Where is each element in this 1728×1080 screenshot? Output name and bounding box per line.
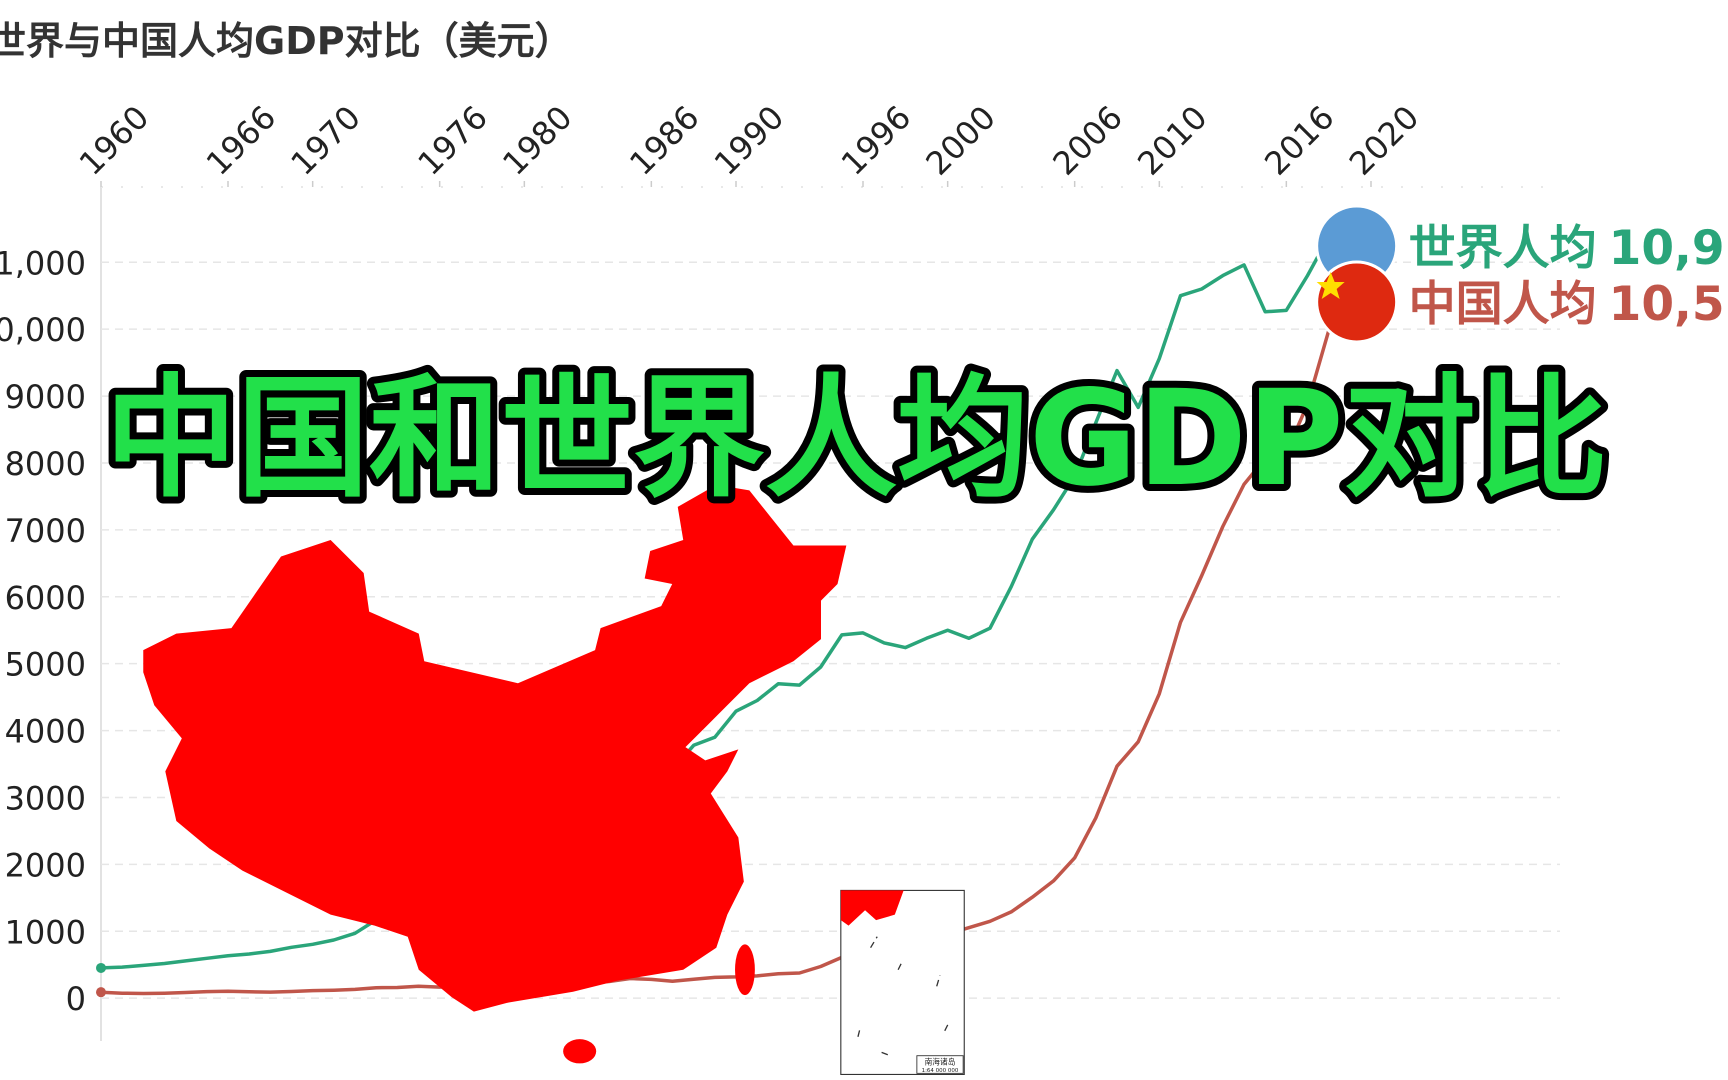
inset-scale: 1:64 000 000	[922, 1068, 959, 1074]
map-inset	[840, 889, 965, 1076]
china-map: 南海诸岛 1:64 000 000	[143, 484, 965, 1076]
legend-name: 世界人均	[1409, 221, 1597, 276]
map-inset-lines	[856, 936, 949, 1057]
y-tick-label: 7000	[5, 512, 86, 550]
start-dot	[96, 962, 106, 973]
overlay-title: 中国和世界人均GDP对比	[105, 362, 1608, 516]
map-taiwan	[735, 944, 755, 996]
start-dot	[96, 987, 106, 998]
end-value: 10,5	[1609, 277, 1725, 332]
y-tick-label: 1000	[5, 913, 86, 951]
map-shape	[143, 484, 847, 1012]
y-tick-label: 3000	[5, 779, 86, 817]
chart-title: 世界与中国人均GDP对比（美元）	[0, 19, 573, 63]
map-hainan	[563, 1039, 597, 1064]
legend-name: 中国人均	[1409, 277, 1597, 332]
y-tick-label: 11,000	[0, 244, 86, 282]
y-tick-label: 8000	[5, 445, 86, 483]
flag-star	[1316, 272, 1345, 299]
map-inset-box	[916, 1055, 964, 1074]
y-tick-label: 0	[66, 980, 86, 1018]
y-tick-label: 2000	[5, 846, 86, 884]
map-inset-coast	[840, 890, 904, 926]
y-tick-label: 10,000	[0, 311, 86, 349]
y-tick-label: 5000	[5, 646, 86, 684]
y-tick-label: 4000	[5, 713, 86, 751]
inset-label: 南海诸岛	[925, 1057, 956, 1067]
end-icon	[1315, 260, 1399, 344]
end-label: 世界人均 10,9	[1409, 221, 1725, 276]
series-line	[100, 330, 1331, 996]
end-value: 10,9	[1609, 221, 1725, 276]
series-line	[100, 235, 1331, 970]
y-tick-label: 9000	[5, 378, 86, 416]
y-tick-label: 6000	[5, 579, 86, 617]
end-label: 中国人均 10,5	[1409, 277, 1725, 332]
